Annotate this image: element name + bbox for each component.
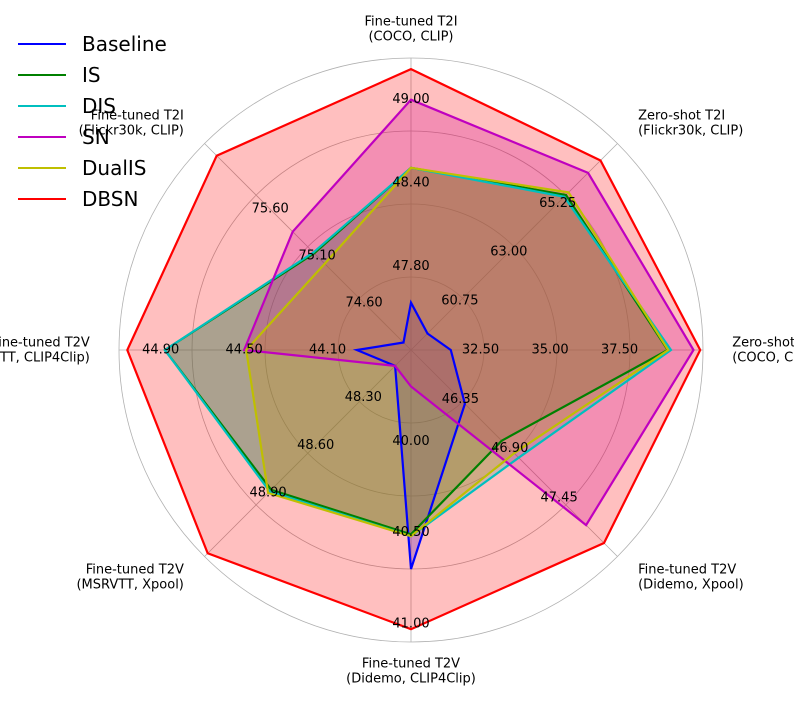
tick-label: 41.00: [392, 616, 429, 631]
legend-item: DIS: [18, 90, 167, 121]
tick-label: 40.50: [392, 525, 429, 540]
series-fill-baseline: [356, 302, 465, 569]
axis-label: Fine-tuned T2V (Didemo, CLIP4Clip): [346, 657, 476, 687]
tick-label: 37.50: [601, 343, 638, 358]
legend-label: DIS: [82, 93, 116, 118]
legend-label: DBSN: [82, 186, 139, 211]
grid-spoke-8: [204, 143, 412, 351]
legend-swatch: [18, 42, 66, 45]
tick-label: 32.50: [462, 343, 499, 358]
tick-label: 47.80: [392, 259, 429, 274]
axis-label: Fine-tuned T2V (MSRVTT, Xpool): [76, 563, 184, 593]
tick-label: 49.00: [392, 92, 429, 107]
tick-label: 44.90: [142, 343, 179, 358]
tick-label: 75.10: [299, 249, 336, 264]
tick-label: 65.25: [539, 196, 576, 211]
legend-swatch: [18, 135, 66, 138]
series-fill-dualis: [246, 167, 669, 537]
tick-label: 47.45: [541, 491, 578, 506]
tick-label: 60.75: [441, 294, 478, 309]
series-fill-dis: [164, 167, 671, 537]
legend-swatch: [18, 197, 66, 200]
tick-label: 46.35: [442, 392, 479, 407]
tick-label: 74.60: [345, 296, 382, 311]
legend-swatch: [18, 166, 66, 169]
legend-item: DBSN: [18, 183, 167, 214]
tick-label: 40.00: [392, 434, 429, 449]
tick-label: 63.00: [490, 245, 527, 260]
legend-label: Baseline: [82, 31, 167, 56]
legend-label: DualIS: [82, 155, 147, 180]
legend-item: Baseline: [18, 28, 167, 59]
series-fill-is: [164, 167, 668, 535]
tick-label: 75.60: [252, 202, 289, 217]
axis-label: Fine-tuned T2I (Flickr30k, CLIP): [79, 108, 184, 138]
grid-spoke-6: [204, 349, 412, 557]
legend-label: IS: [82, 62, 101, 87]
tick-label: 44.10: [309, 343, 346, 358]
tick-label: 48.60: [297, 438, 334, 453]
tick-label: 35.00: [531, 343, 568, 358]
series-fill-sn: [244, 99, 694, 526]
legend-item: SN: [18, 121, 167, 152]
series-line-baseline: [352, 299, 467, 570]
legend-item: DualIS: [18, 152, 167, 183]
axis-label: Zero-shot T2I(COCO, CLIP): [732, 336, 794, 366]
tick-label: 48.30: [345, 390, 382, 405]
series-line-sn: [242, 98, 695, 527]
axis-label: Fine-tuned T2V (Didemo, Xpool): [638, 563, 744, 593]
legend-item: IS: [18, 59, 167, 90]
legend: Baseline IS DIS SN DualIS DBSN: [18, 28, 167, 214]
grid-spoke-2: [410, 143, 618, 351]
series-line-dualis: [245, 166, 670, 538]
tick-label: 46.90: [491, 441, 528, 456]
tick-label: 48.40: [392, 176, 429, 191]
legend-swatch: [18, 73, 66, 76]
series-line-dbsn: [126, 67, 702, 631]
axis-label: Zero-shot T2I (Flickr30k, CLIP): [638, 108, 743, 138]
legend-swatch: [18, 104, 66, 107]
tick-label: 48.90: [249, 485, 286, 500]
axis-label: Fine-tuned T2V(MSRVTT, CLIP4Clip): [0, 336, 90, 366]
legend-label: SN: [82, 124, 110, 149]
axis-label: Fine-tuned T2I (COCO, CLIP): [364, 14, 457, 44]
tick-label: 44.50: [226, 343, 263, 358]
